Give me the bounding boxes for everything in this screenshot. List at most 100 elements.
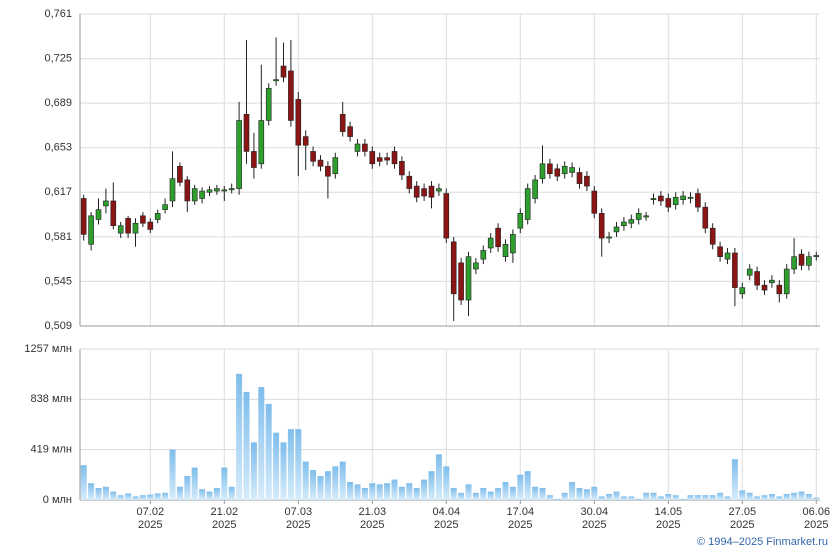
candle-body — [473, 262, 479, 270]
volume-bar — [613, 491, 620, 500]
volume-bar — [798, 491, 805, 500]
volume-bar — [280, 442, 287, 500]
candle-body — [413, 185, 420, 198]
volume-bar — [147, 494, 154, 500]
candle-body — [339, 113, 346, 132]
volume-bar — [628, 496, 635, 500]
candle-body — [687, 196, 694, 199]
candle-body — [539, 163, 546, 179]
volume-bar — [472, 492, 479, 500]
volume-bar — [162, 492, 169, 500]
candle-body — [302, 136, 309, 146]
volume-bar — [687, 495, 694, 500]
volume-bar — [606, 493, 613, 500]
volume-bar — [117, 495, 124, 500]
volume-bar — [724, 496, 731, 500]
candle-body — [554, 168, 561, 177]
candle-body — [406, 175, 413, 189]
candle-body — [510, 234, 516, 254]
candle-body — [162, 204, 168, 210]
volume-bar — [672, 495, 679, 500]
volume-bar — [332, 466, 339, 500]
volume-bar — [569, 481, 576, 500]
y-tick-label: 1257 млн — [24, 343, 72, 355]
candle-body — [88, 215, 94, 245]
candle-body — [140, 215, 146, 224]
volume-bar — [554, 498, 561, 500]
candle-body — [280, 65, 287, 78]
volume-bar — [465, 484, 472, 500]
volume-bar — [458, 492, 465, 500]
volume-bar — [302, 461, 309, 500]
volume-bar — [524, 471, 531, 500]
volume-bar — [421, 479, 428, 500]
candle-body — [672, 196, 679, 205]
candle-body — [80, 198, 87, 235]
candle-body — [243, 113, 250, 152]
volume-bar — [132, 496, 139, 500]
copyright[interactable]: © 1994–2025 Finmarket.ru — [697, 536, 828, 548]
volume-bar — [598, 496, 605, 500]
candle-body — [258, 120, 265, 165]
volume-bar — [487, 491, 494, 500]
candle-body — [658, 195, 664, 202]
volume-bar — [265, 403, 272, 500]
candle-body — [273, 79, 279, 82]
candle-body — [362, 143, 368, 152]
candle-body — [643, 215, 649, 218]
volume-bar — [125, 493, 132, 500]
volume-bar — [717, 492, 724, 500]
candle-body — [495, 227, 501, 248]
volume-bar — [805, 493, 812, 500]
volume-bar — [509, 486, 516, 500]
candle-body — [783, 268, 790, 295]
candle-body — [177, 165, 183, 183]
x-tick-label: 07.03 2025 — [285, 506, 313, 531]
volume-bar — [295, 429, 302, 500]
volume-bar — [287, 429, 294, 500]
candle-body — [421, 188, 427, 197]
candle-body — [598, 213, 605, 239]
volume-bar — [139, 495, 146, 500]
candle-body — [450, 241, 457, 295]
candle-body — [228, 188, 235, 191]
x-tick-label: 06.06 2025 — [803, 506, 831, 531]
candle-body — [110, 200, 117, 227]
candle-body — [717, 246, 723, 257]
volume-bar — [768, 493, 775, 500]
volume-bar — [384, 483, 391, 500]
volume-bar — [620, 496, 627, 500]
volume-bar — [184, 475, 191, 500]
volume-bar — [250, 442, 257, 500]
volume-bar — [731, 459, 738, 500]
volume-bar — [347, 481, 354, 500]
volume-bar — [532, 486, 539, 500]
x-tick-label: 21.02 2025 — [211, 506, 239, 531]
y-tick-label: 838 млн — [31, 393, 72, 405]
candle-body — [628, 219, 635, 224]
candle-body — [621, 221, 627, 227]
volume-bar — [199, 489, 206, 500]
candle-body — [547, 163, 553, 175]
volume-bar — [406, 483, 413, 500]
candle-body — [443, 193, 450, 239]
candle-body — [746, 268, 753, 276]
candle-body — [665, 198, 672, 208]
candle-body — [265, 87, 272, 121]
volume-bar — [206, 491, 213, 500]
candle-body — [724, 252, 731, 260]
candle-body — [288, 70, 294, 121]
y-tick-label: 419 млн — [31, 444, 72, 456]
candle-body — [191, 188, 198, 202]
candle-body — [613, 226, 620, 233]
volume-bar — [102, 486, 109, 500]
volume-bar — [576, 487, 583, 500]
volume-bar — [376, 484, 383, 500]
y-tick-label: 0,545 — [44, 275, 72, 287]
candle-body — [347, 126, 353, 137]
y-tick-label: 0 млн — [43, 494, 72, 506]
volume-bar — [80, 465, 87, 500]
candle-body — [428, 185, 435, 198]
volume-bar — [680, 498, 687, 500]
volume-bar — [443, 466, 450, 500]
